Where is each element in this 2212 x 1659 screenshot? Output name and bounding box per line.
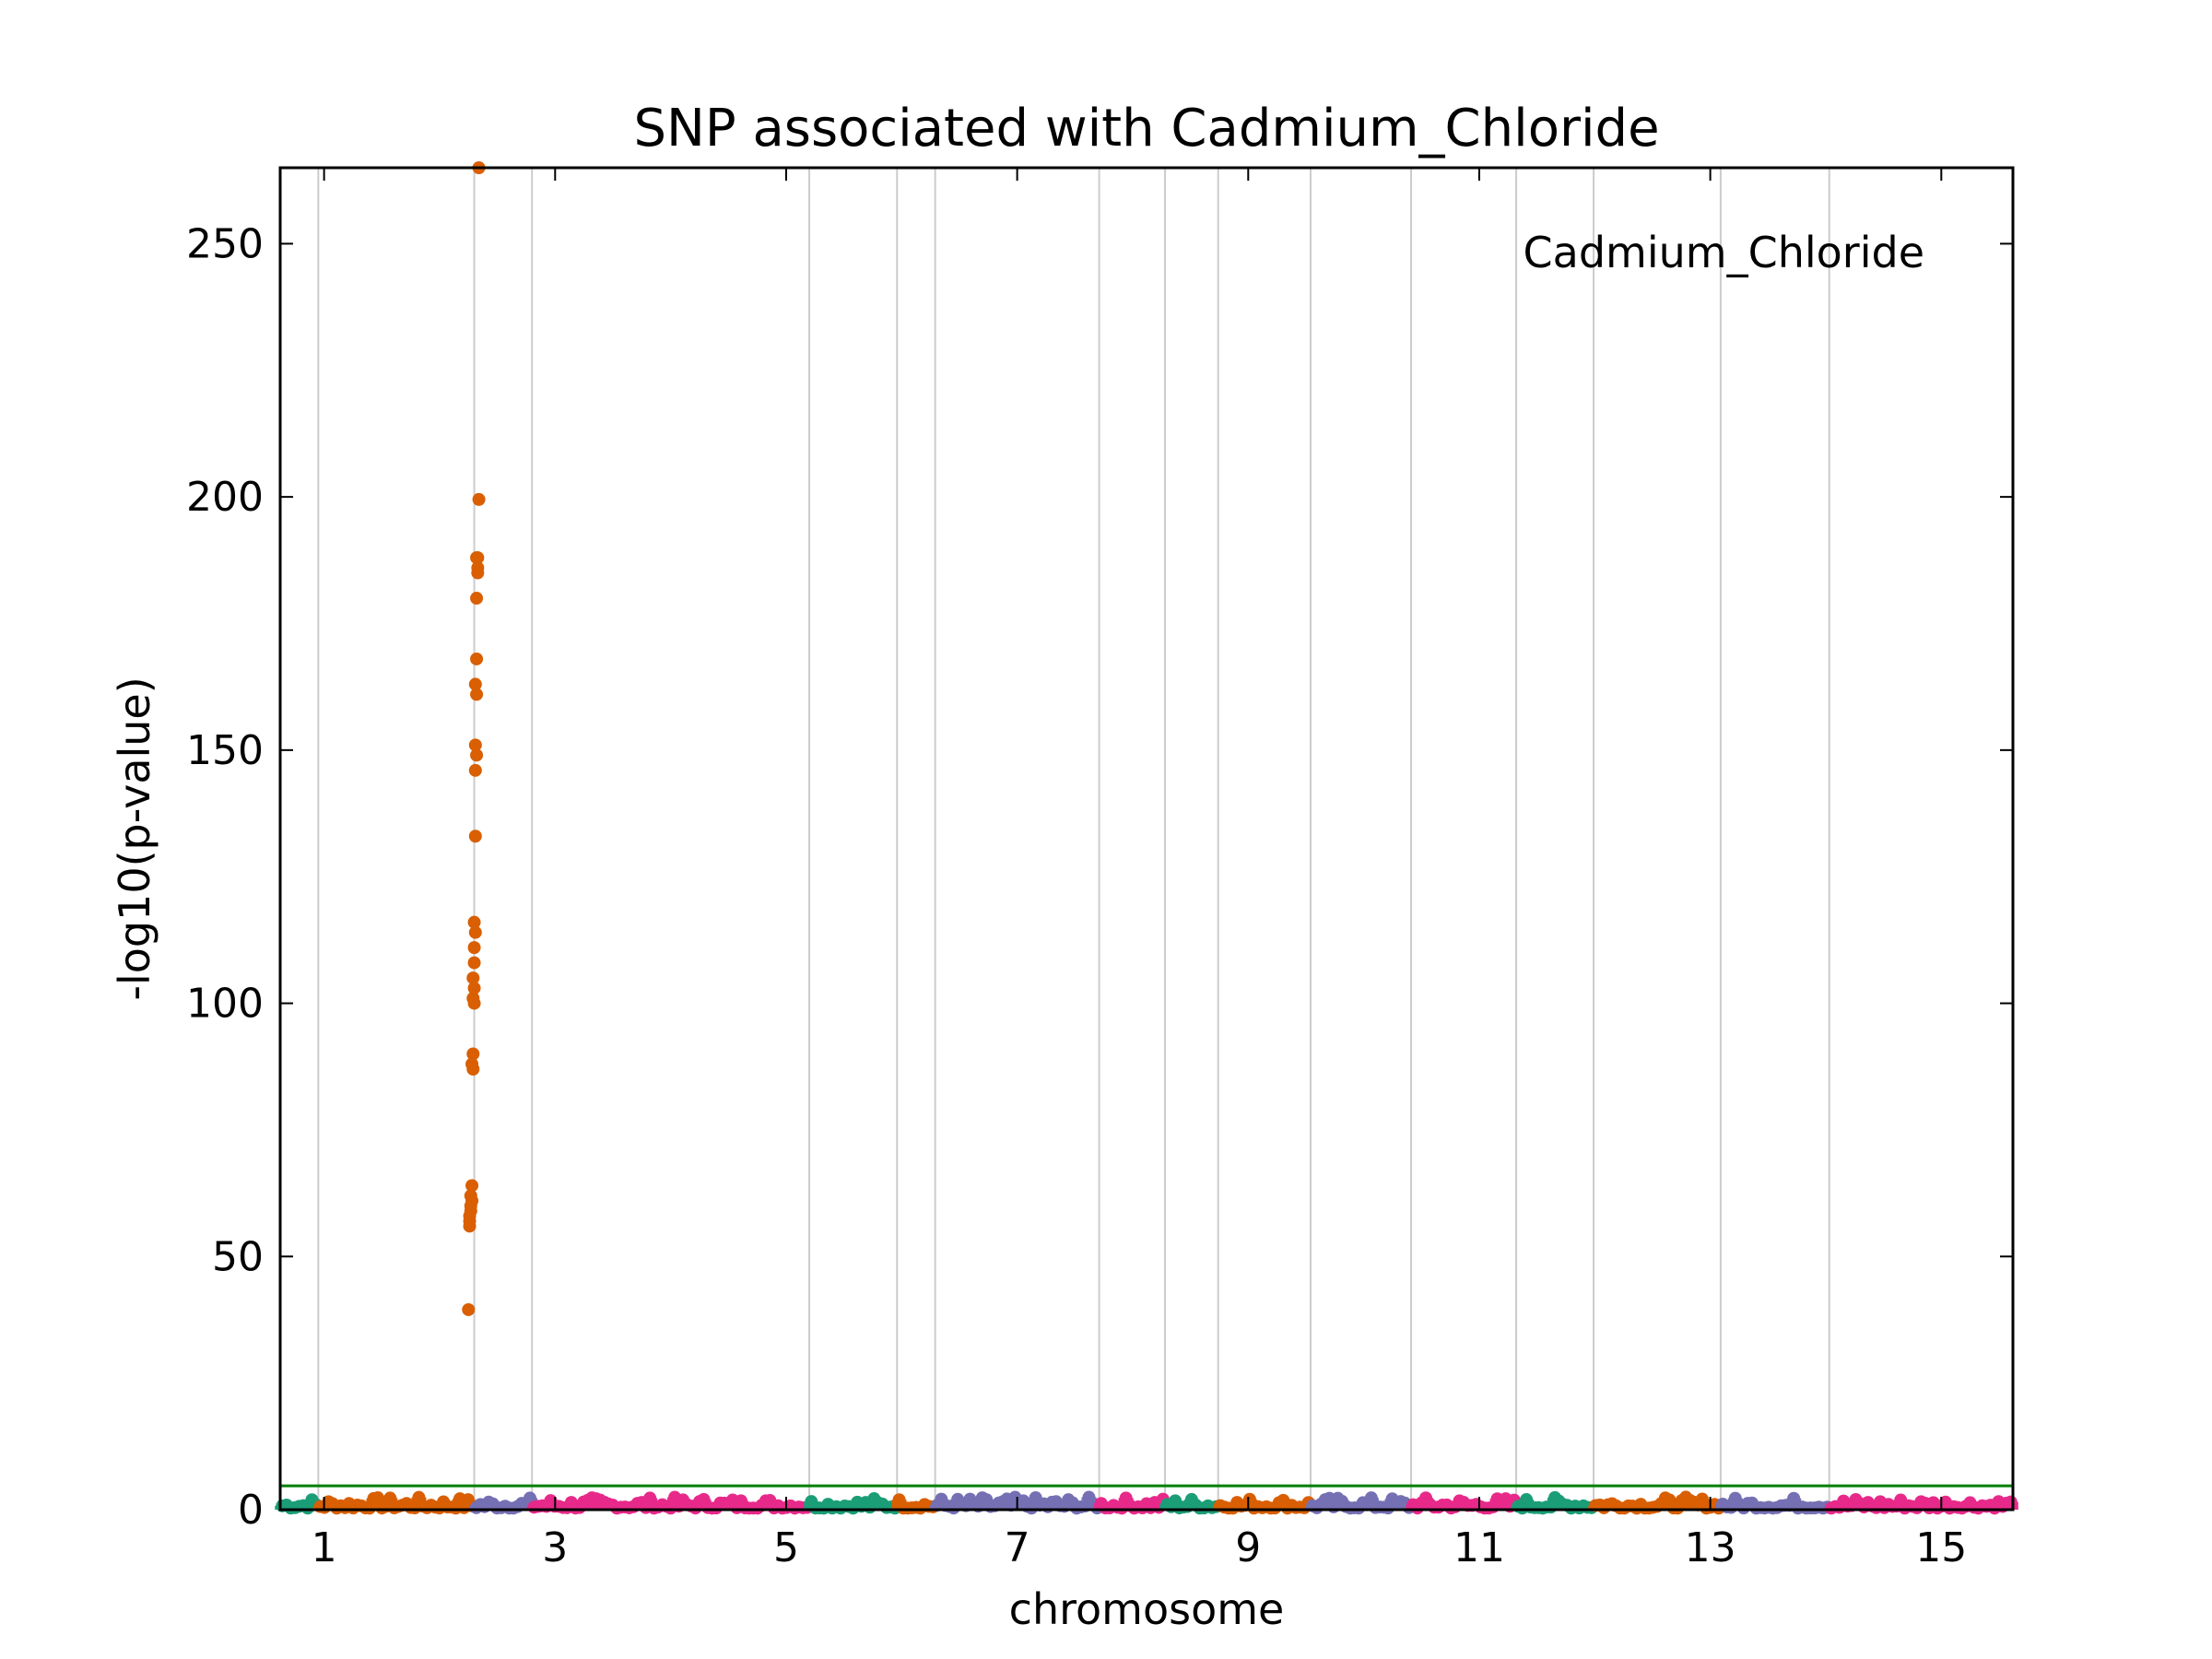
snp-point [471, 561, 485, 575]
x-tick-label: 9 [1235, 1524, 1261, 1571]
x-tick-label: 7 [1005, 1524, 1030, 1571]
plot-frame [278, 166, 2015, 1512]
snp-point [471, 551, 485, 565]
chart-title: SNP associated with Cadmium_Chloride [633, 99, 1659, 159]
snp-point [467, 956, 481, 970]
y-tick-label: 150 [186, 727, 264, 774]
snp-point [466, 992, 480, 1006]
snp-point [467, 982, 481, 995]
x-axis-label: chromosome [1009, 1584, 1285, 1634]
annotation-label: Cadmium_Chloride [1524, 228, 1924, 277]
snp-point [464, 1189, 477, 1203]
x-tick-label: 1 [312, 1524, 337, 1571]
x-tick-label: 13 [1685, 1524, 1736, 1571]
snp-point [472, 492, 486, 506]
y-tick-label: 0 [238, 1487, 264, 1534]
chromosome-boundary-gridlines [317, 168, 1830, 1510]
snp-point [467, 941, 481, 955]
snp-point [465, 1057, 479, 1071]
y-tick-label: 100 [186, 981, 264, 1028]
baseline-snp-fill [2003, 1501, 2018, 1510]
y-tick-label: 250 [186, 220, 264, 267]
snp-point [468, 830, 482, 843]
snp-point [462, 1302, 476, 1316]
y-tick-label: 50 [212, 1233, 264, 1280]
y-axis-label: -log10(p-value) [110, 677, 159, 1000]
x-tick-label: 11 [1453, 1524, 1505, 1571]
snp-point [470, 688, 484, 701]
snp-point [466, 1047, 480, 1061]
x-tick-label: 15 [1915, 1524, 1967, 1571]
y-tick-label: 200 [186, 474, 264, 521]
snp-point [470, 592, 484, 606]
snp-points [275, 161, 2018, 1515]
snp-point [467, 915, 481, 929]
snp-point [468, 677, 482, 691]
snp-point [466, 971, 480, 985]
x-tick-label: 3 [542, 1524, 568, 1571]
snp-point [465, 1179, 479, 1193]
snp-point [470, 652, 484, 665]
snp-point [470, 748, 484, 762]
x-tick-label: 5 [773, 1524, 799, 1571]
snp-point [468, 738, 482, 752]
snp-point [468, 925, 482, 939]
snp-point [468, 763, 482, 777]
